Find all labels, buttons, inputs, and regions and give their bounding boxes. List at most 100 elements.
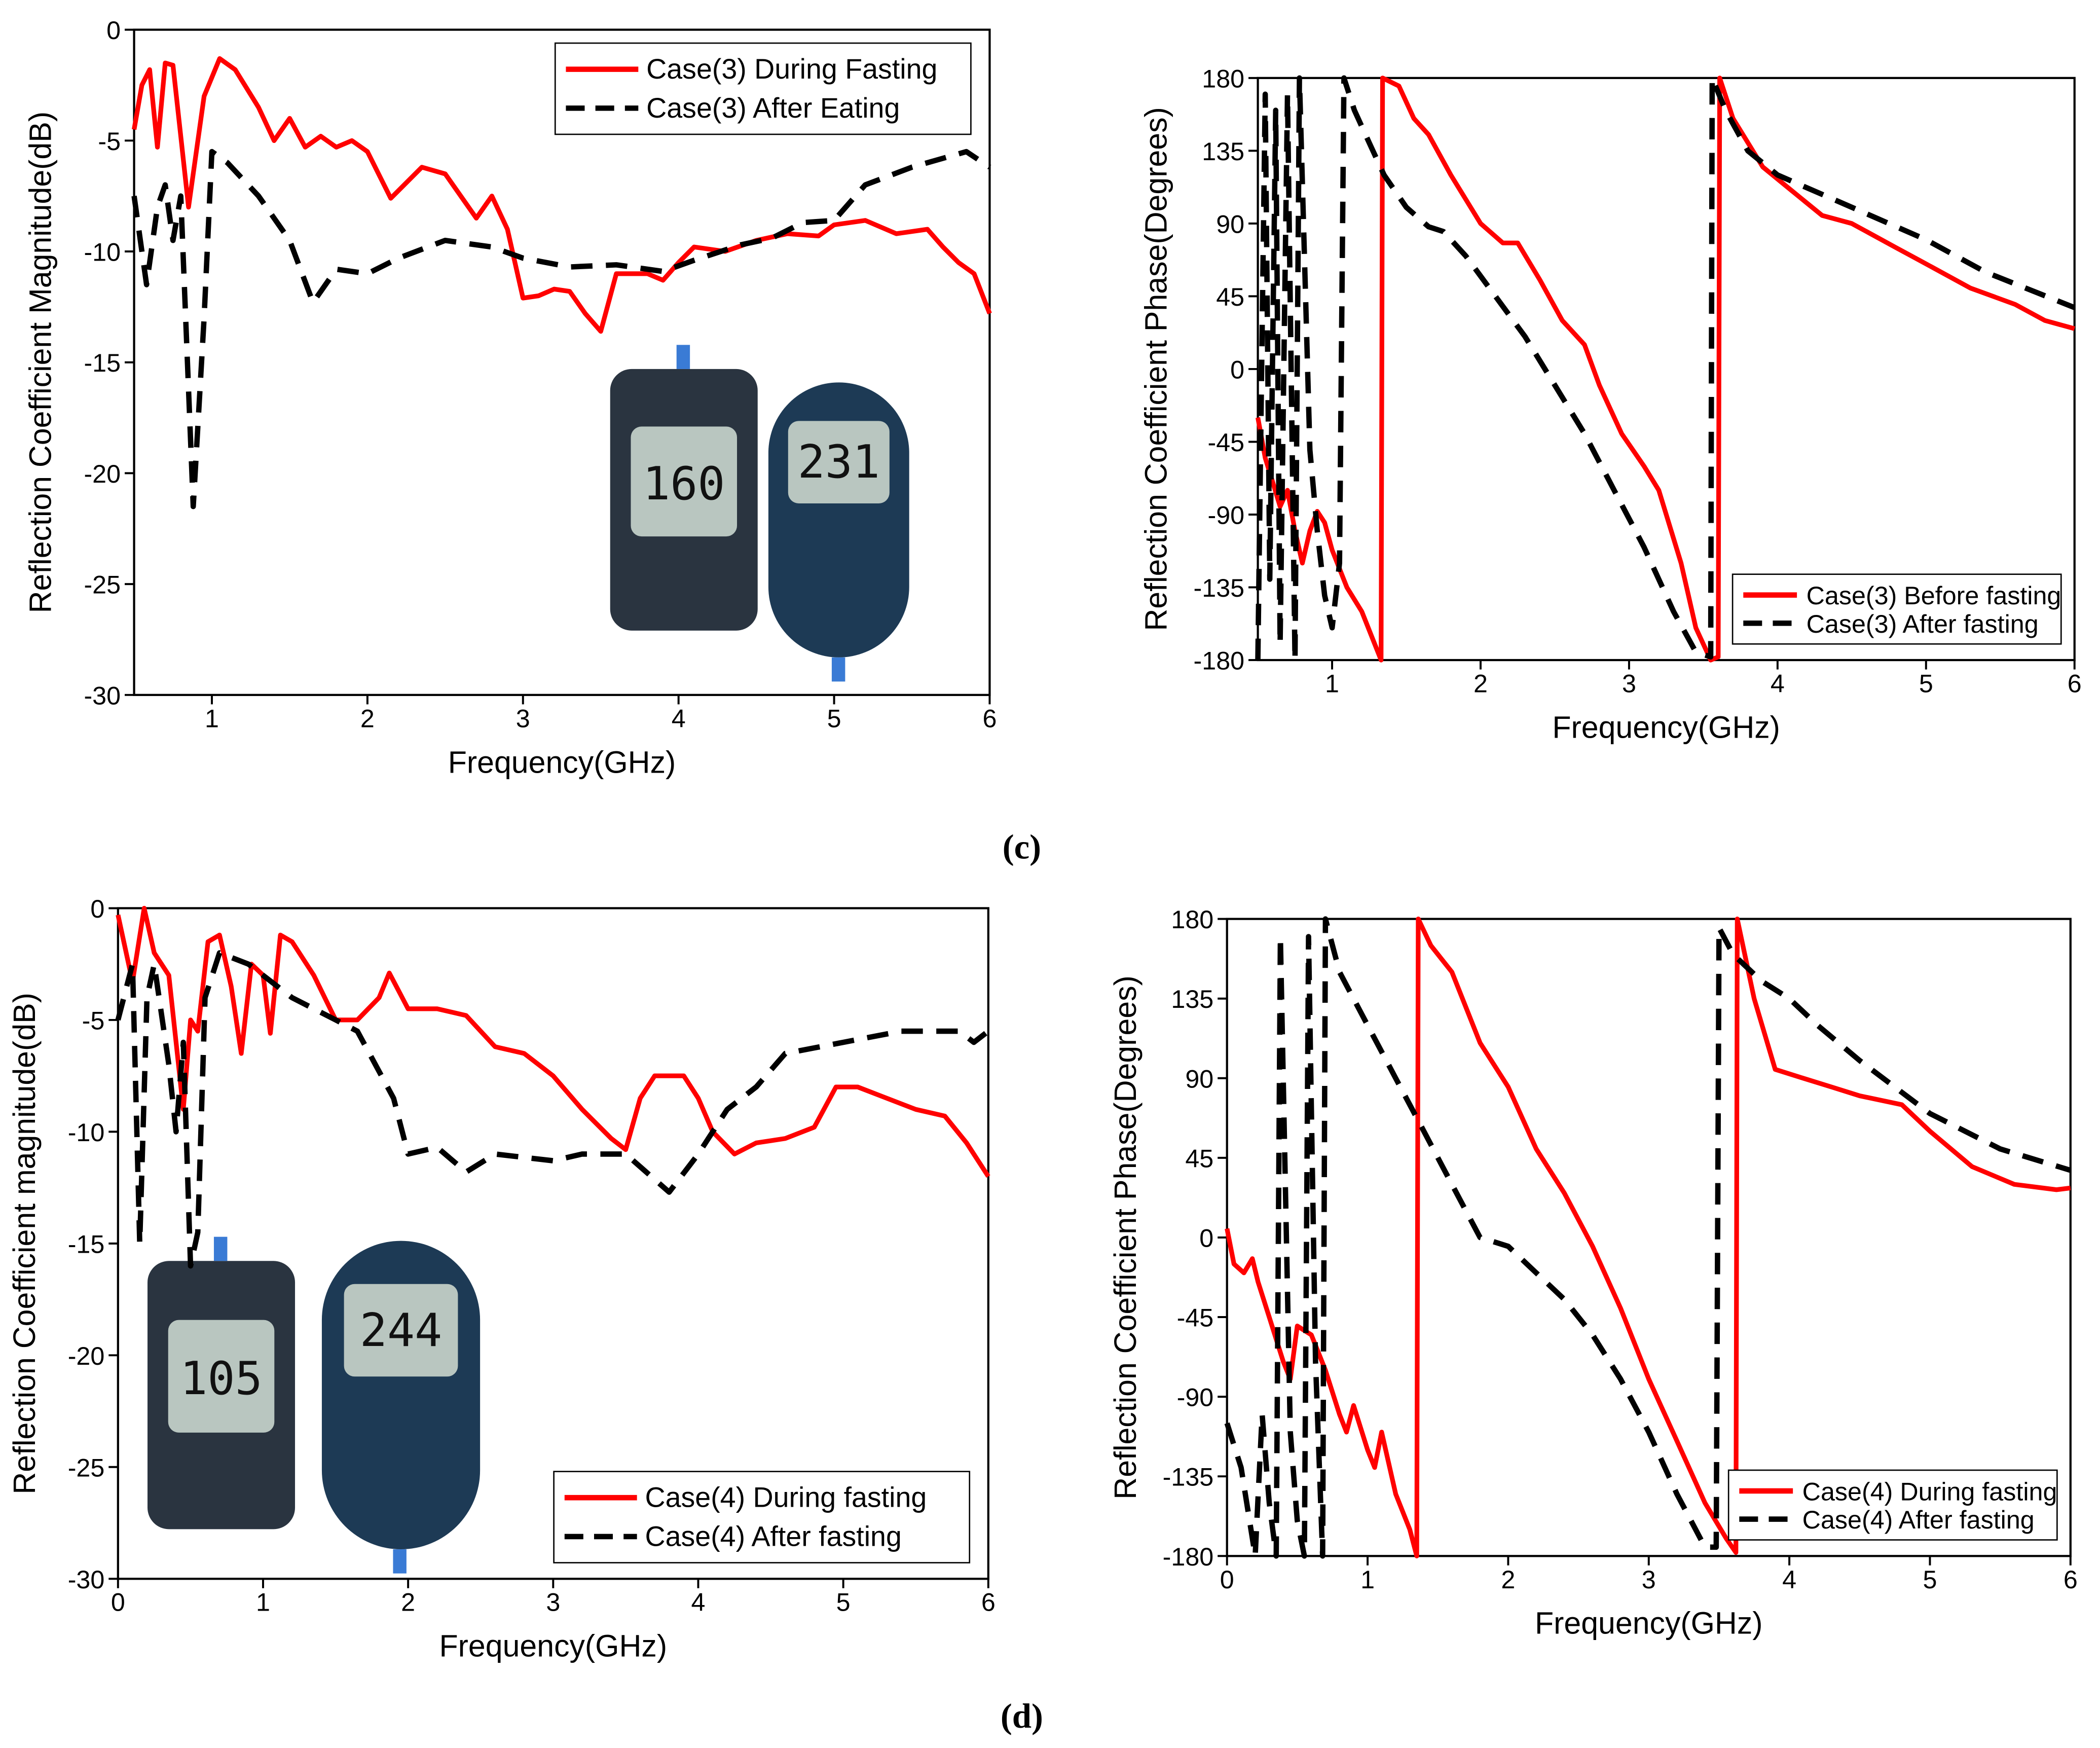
- legend-label: Case(4) During fasting: [1802, 1477, 2057, 1506]
- series-line: [1225, 916, 2071, 1558]
- y-tick-label: -45: [1177, 1304, 1214, 1332]
- x-tick-label: 2: [1501, 1565, 1515, 1594]
- y-tick-label: -135: [1163, 1463, 1214, 1491]
- y-tick-label: -5: [98, 127, 121, 156]
- x-tick-label: 5: [1923, 1565, 1937, 1594]
- meter-screen: [788, 421, 890, 504]
- y-tick-label: 0: [1199, 1224, 1213, 1252]
- y-tick-label: -90: [1177, 1383, 1214, 1412]
- x-tick-label: 5: [1919, 670, 1933, 698]
- y-tick-label: 180: [1202, 64, 1244, 93]
- x-tick-label: 6: [981, 1588, 996, 1617]
- x-tick-label: 6: [2068, 670, 2082, 698]
- x-tick-label: 5: [836, 1588, 851, 1617]
- y-tick-label: -10: [68, 1118, 105, 1147]
- x-tick-label: 3: [516, 704, 530, 733]
- y-tick-label: -180: [1194, 647, 1245, 675]
- test-strip: [213, 1236, 228, 1261]
- legend-label: Case(3) Before fasting: [1807, 581, 2061, 610]
- x-tick-label: 0: [1220, 1565, 1234, 1594]
- x-tick-label: 3: [546, 1588, 560, 1617]
- caption: (c): [1003, 828, 1041, 866]
- meter-reading: 160: [643, 458, 725, 511]
- y-tick-label: 90: [1216, 210, 1244, 238]
- legend-label: Case(4) After fasting: [1802, 1506, 2035, 1534]
- legend-box: [1727, 1469, 2058, 1541]
- meter-reading: 105: [180, 1353, 262, 1405]
- meter-reading: 231: [798, 436, 880, 489]
- y-tick-label: 90: [1185, 1065, 1213, 1093]
- x-tick-label: 1: [1325, 670, 1339, 698]
- legend-label: Case(4) After fasting: [645, 1520, 902, 1552]
- y-axis-label: Reflection Coefficient Phase(Degrees): [1108, 975, 1143, 1499]
- y-tick-label: 45: [1185, 1144, 1213, 1173]
- x-tick-label: 2: [1473, 670, 1488, 698]
- legend-box: [554, 42, 972, 135]
- x-tick-label: 2: [360, 704, 375, 733]
- y-tick-label: 135: [1171, 985, 1213, 1013]
- y-tick-label: -10: [84, 238, 121, 267]
- test-strip: [676, 345, 690, 369]
- legend-label: Case(3) After fasting: [1807, 610, 2039, 638]
- test-strip: [831, 657, 845, 682]
- plot-frame: [1257, 77, 2076, 662]
- y-tick-label: -20: [84, 460, 121, 488]
- legend-box: [1731, 573, 2062, 645]
- y-tick-label: -15: [68, 1230, 105, 1258]
- x-tick-label: 3: [1622, 670, 1636, 698]
- x-tick-label: 6: [982, 704, 997, 733]
- x-tick-label: 1: [256, 1588, 270, 1617]
- series-line: [1224, 916, 2072, 1559]
- x-axis-label: Frequency(GHz): [448, 745, 676, 779]
- meter-reading: 244: [360, 1304, 442, 1357]
- y-axis-label: Reflection Coefficient Phase(Degrees): [1139, 107, 1173, 631]
- y-tick-label: -90: [1207, 501, 1244, 529]
- y-tick-label: -180: [1163, 1543, 1214, 1571]
- series-line: [131, 56, 992, 334]
- x-tick-label: 0: [111, 1588, 125, 1617]
- y-tick-label: 0: [1230, 355, 1244, 384]
- series-line: [115, 950, 990, 1269]
- y-tick-label: -20: [68, 1342, 105, 1370]
- x-tick-label: 4: [1771, 670, 1785, 698]
- series-line: [131, 149, 991, 509]
- x-tick-label: 5: [827, 704, 841, 733]
- x-tick-label: 4: [1782, 1565, 1796, 1594]
- y-tick-label: 45: [1216, 283, 1244, 311]
- y-tick-label: -25: [68, 1453, 105, 1482]
- y-tick-label: -25: [84, 571, 121, 599]
- caption: (d): [1001, 1697, 1043, 1735]
- x-tick-label: 1: [1360, 1565, 1375, 1594]
- y-tick-label: -135: [1194, 574, 1245, 602]
- x-tick-label: 1: [205, 704, 219, 733]
- x-axis-label: Frequency(GHz): [1552, 710, 1780, 744]
- series-line: [116, 905, 990, 1178]
- legend-box: [553, 1471, 971, 1563]
- x-tick-label: 2: [401, 1588, 415, 1617]
- y-tick-label: -30: [68, 1565, 105, 1594]
- test-strip: [393, 1549, 407, 1574]
- y-tick-label: -30: [84, 681, 121, 710]
- y-tick-label: 0: [106, 16, 121, 45]
- legend-label: Case(3) After Eating: [646, 92, 900, 124]
- y-axis-label: Reflection Coefficient Magnitude(dB): [23, 112, 58, 613]
- series-line: [1256, 76, 2075, 663]
- y-tick-label: -45: [1207, 428, 1244, 457]
- plot-frame: [1226, 918, 2072, 1557]
- series-line: [1255, 75, 2076, 663]
- meter-screen: [631, 426, 738, 537]
- y-tick-label: 180: [1171, 905, 1213, 934]
- x-tick-label: 6: [2064, 1565, 2078, 1594]
- meter-screen: [344, 1284, 458, 1377]
- y-tick-label: -5: [82, 1006, 105, 1035]
- y-tick-label: -15: [84, 349, 121, 377]
- x-tick-label: 4: [672, 704, 686, 733]
- y-tick-label: 0: [90, 895, 104, 923]
- x-axis-label: Frequency(GHz): [439, 1629, 668, 1663]
- y-tick-label: 135: [1202, 137, 1244, 166]
- legend-label: Case(3) During Fasting: [646, 53, 937, 85]
- x-axis-label: Frequency(GHz): [1535, 1606, 1763, 1641]
- y-axis-label: Reflection Coefficient magnitude(dB): [7, 993, 42, 1495]
- legend-label: Case(4) During fasting: [645, 1482, 927, 1513]
